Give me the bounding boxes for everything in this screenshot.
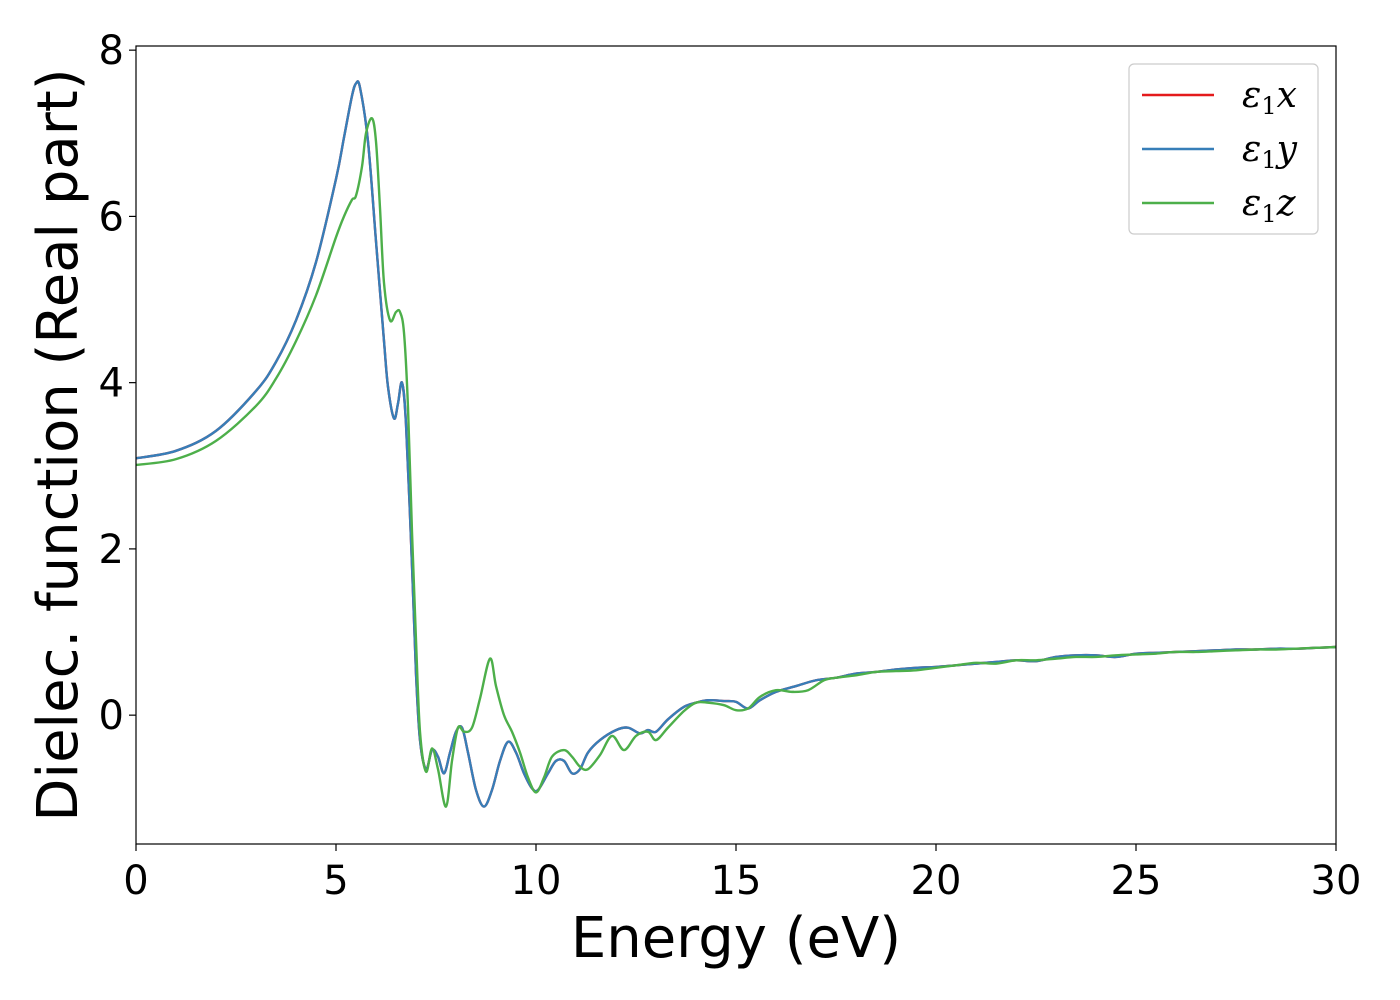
x-axis-label: Energy (eV) [571, 906, 901, 971]
x-tick-label: 10 [511, 858, 562, 904]
x-tick-label: 0 [123, 858, 148, 904]
plot-area [136, 80, 1336, 808]
x-tick-label: 20 [911, 858, 962, 904]
y-tick-label: 2 [99, 527, 124, 573]
legend: ε1x ε1y ε1z [1128, 63, 1319, 235]
y-tick-label: 4 [99, 361, 124, 407]
y-tick-label: 8 [99, 28, 124, 74]
legend-label-x: ε1x [1242, 75, 1297, 120]
legend-label-z: ε1z [1242, 183, 1297, 228]
y-tick-label: 6 [99, 194, 124, 240]
x-tick-label: 25 [1111, 858, 1162, 904]
x-tick-label: 30 [1311, 858, 1362, 904]
series-layer [136, 80, 1336, 808]
y-axis-label: Dielec. function (Real part) [26, 68, 91, 821]
series-line-z [136, 117, 1336, 808]
legend-label-y: ε1y [1242, 129, 1298, 174]
y-axis-ticks: 0 2 4 6 8 [99, 28, 136, 739]
legend-box [1128, 63, 1319, 235]
y-tick-label: 0 [99, 693, 124, 739]
x-tick-label: 15 [711, 858, 762, 904]
x-tick-label: 5 [323, 858, 348, 904]
x-axis-ticks: 0 5 10 15 20 25 30 [123, 844, 1361, 904]
